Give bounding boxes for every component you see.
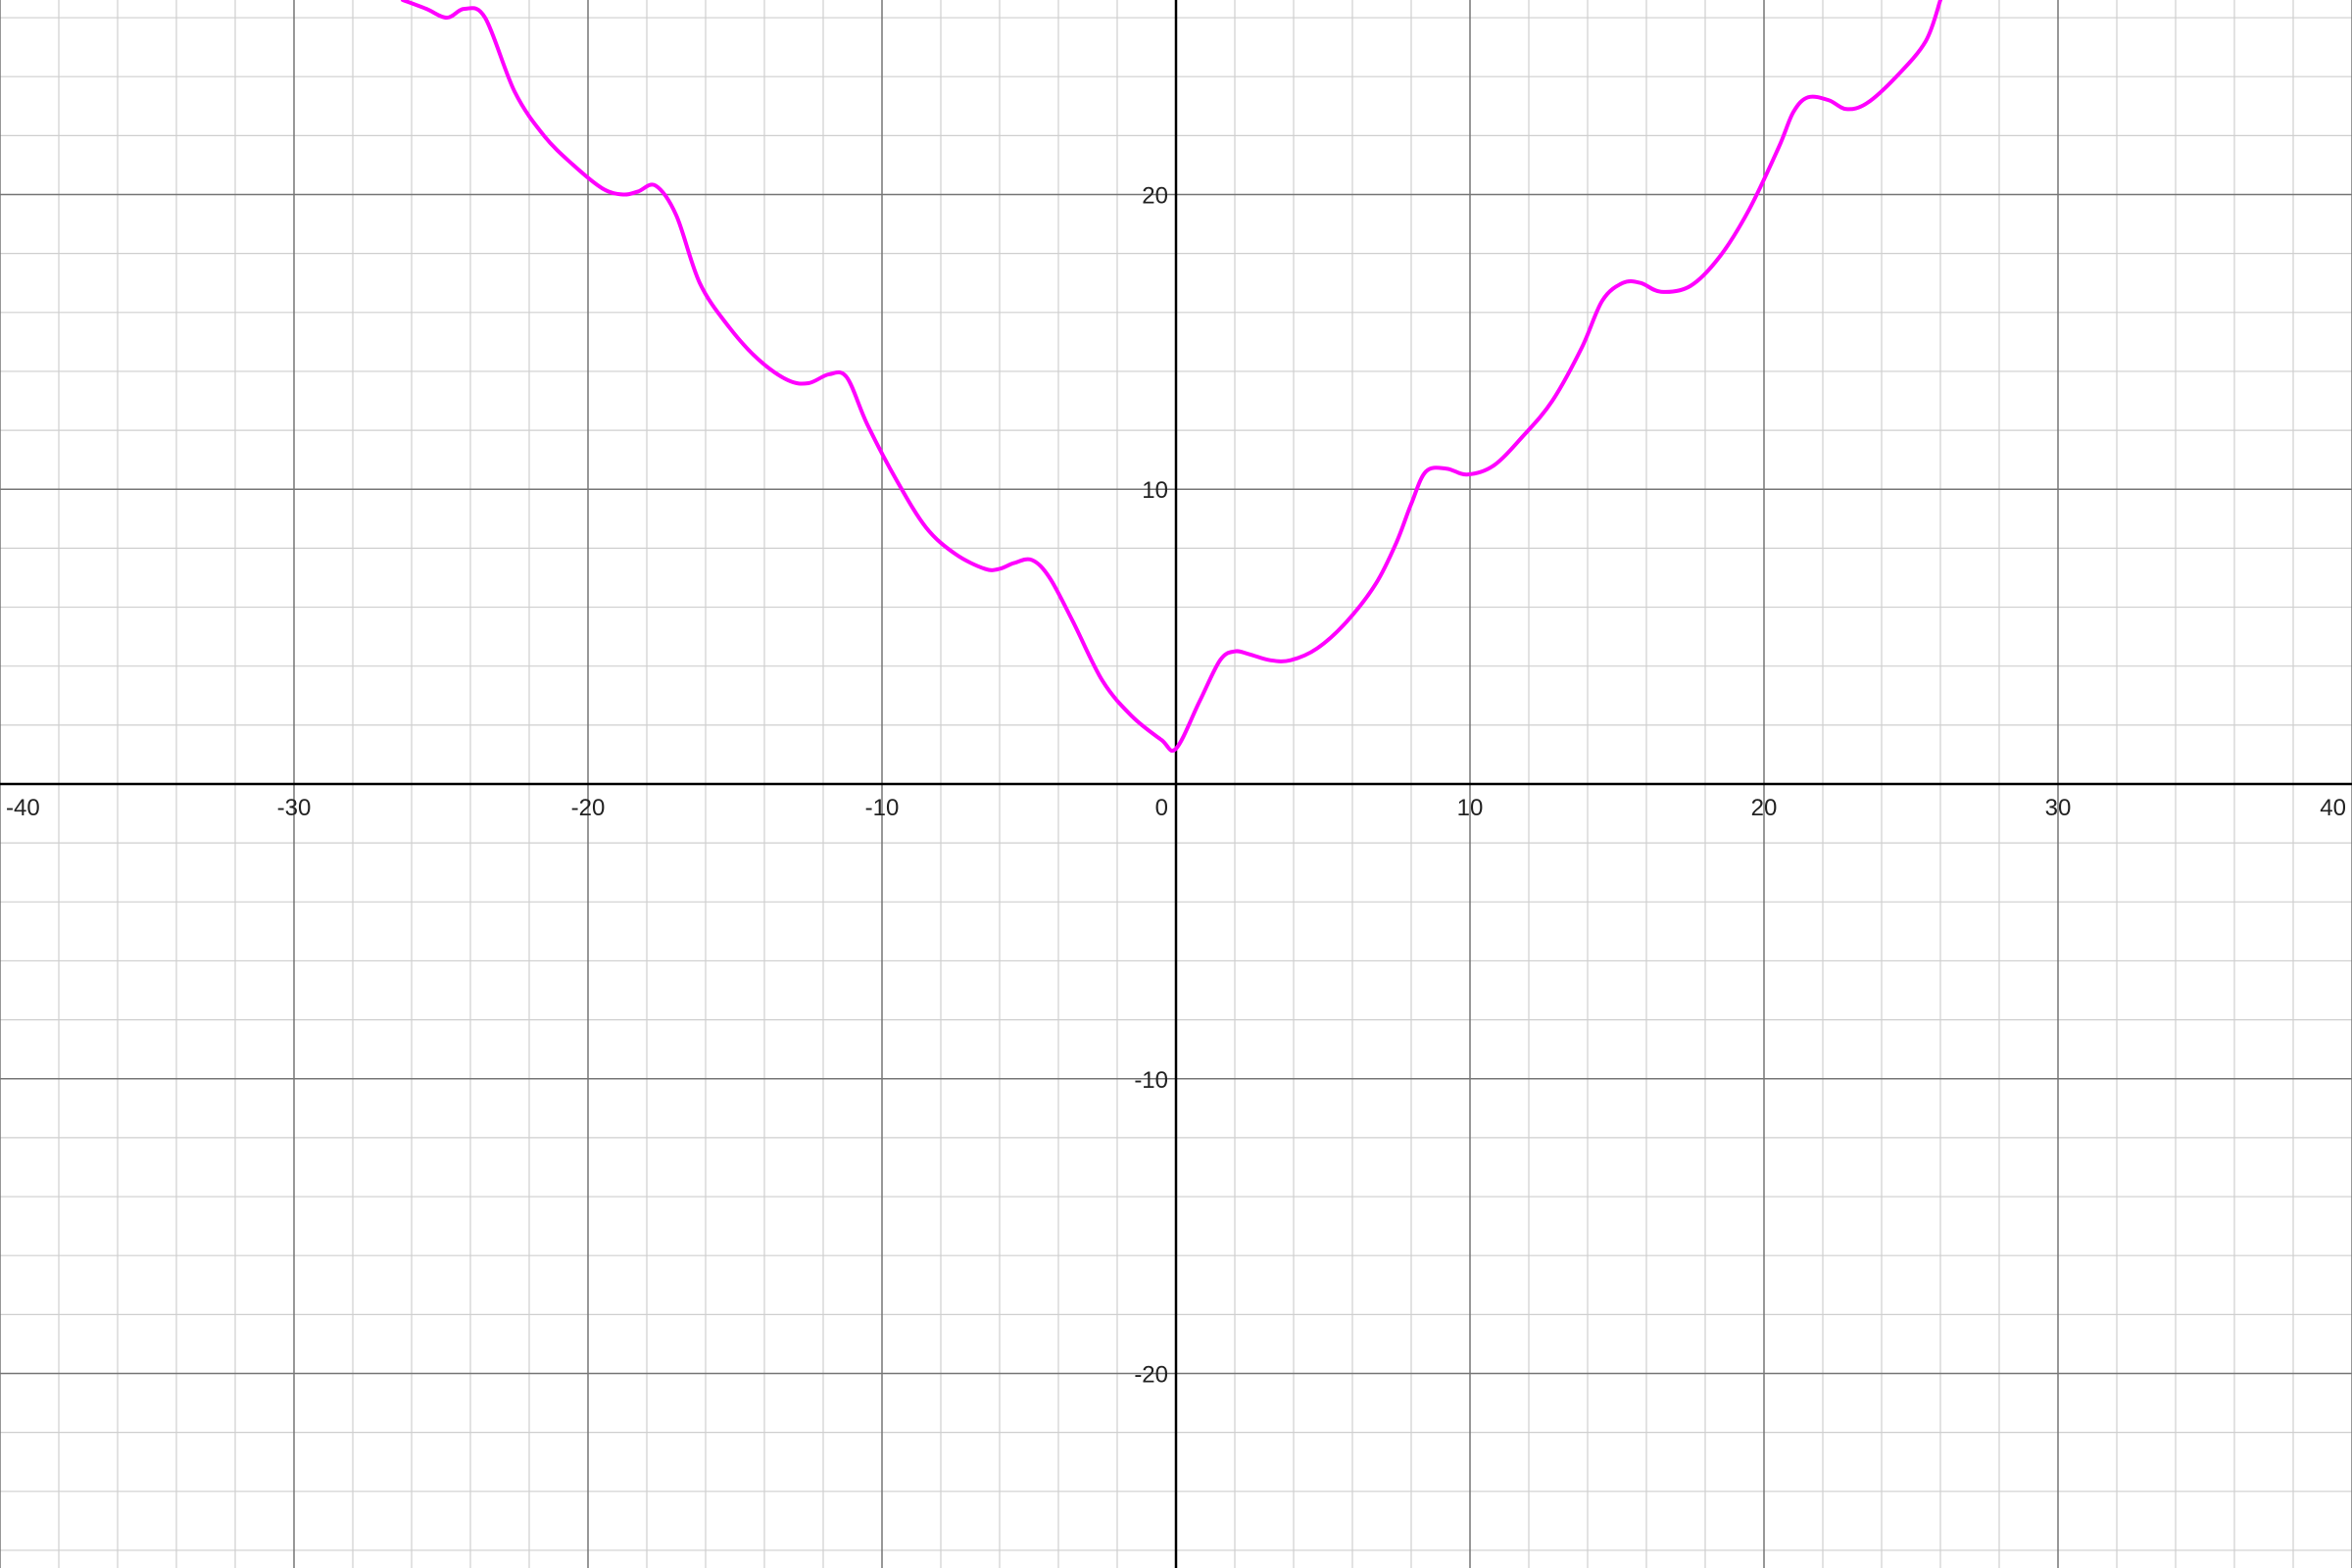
x-tick-label: 10 (1457, 795, 1484, 821)
x-tick-label: 20 (1751, 795, 1778, 821)
x-tick-label: -10 (865, 795, 900, 821)
y-tick-label: 10 (1142, 477, 1168, 504)
y-tick-label: -20 (1134, 1362, 1168, 1389)
y-tick-label: 20 (1142, 182, 1168, 209)
x-tick-label: -30 (277, 795, 312, 821)
x-tick-label: 40 (2320, 795, 2346, 821)
x-tick-label: -20 (571, 795, 606, 821)
x-tick-label: 0 (1155, 795, 1168, 821)
x-tick-label: -40 (6, 795, 40, 821)
y-tick-label: -10 (1134, 1067, 1168, 1094)
x-tick-label: 30 (2045, 795, 2072, 821)
tick-labels: -40 -30 -20 -10 0 10 20 30 40 -20 -10 10 20 (6, 182, 2346, 1388)
function-curve-0[interactable] (401, 0, 1942, 753)
curves (401, 0, 1942, 753)
